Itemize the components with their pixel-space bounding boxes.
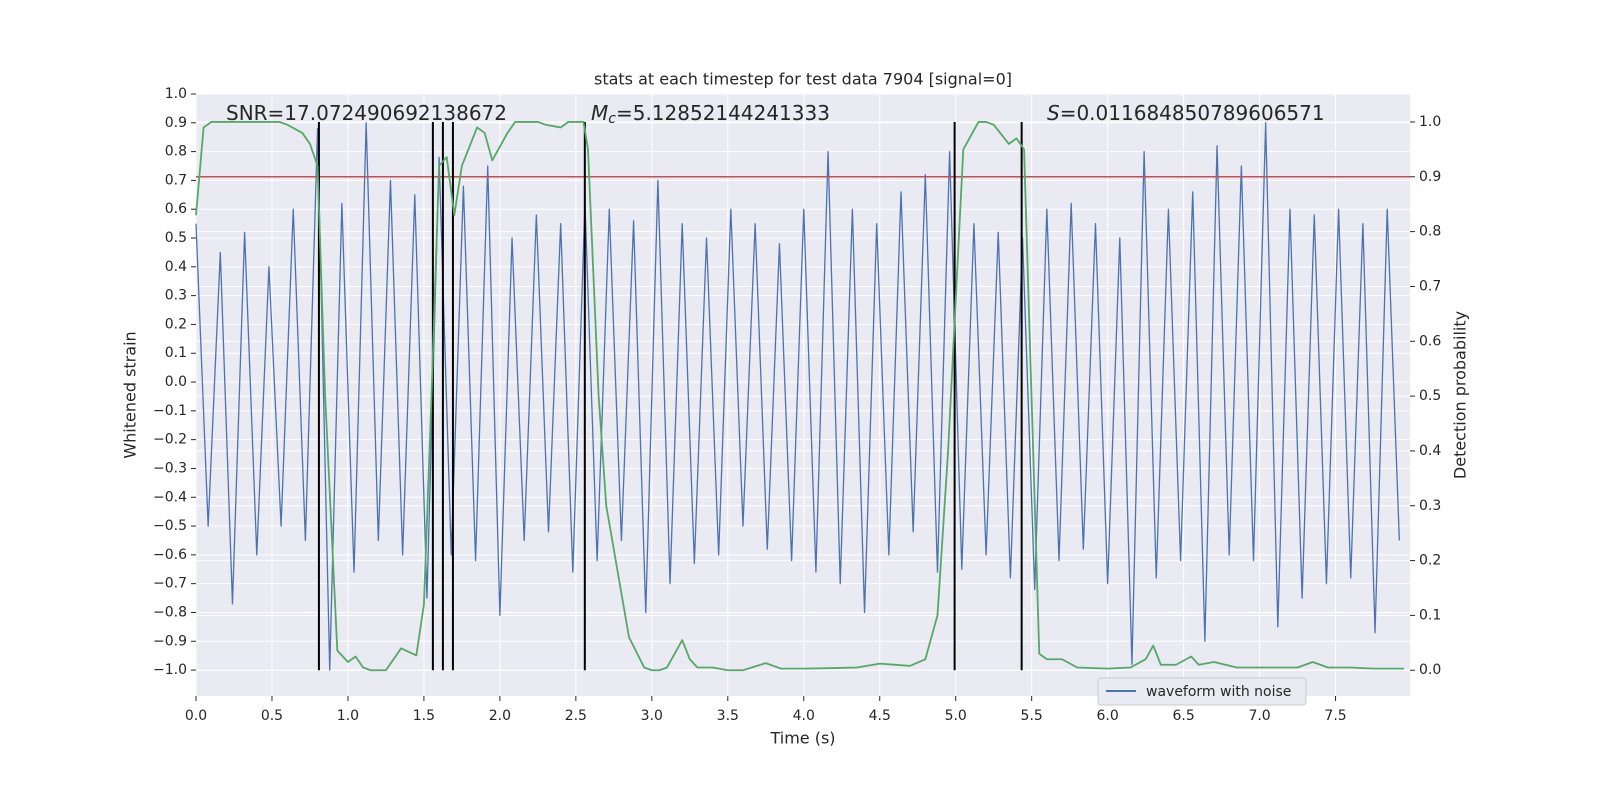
x-tick-label: 5.5	[1021, 708, 1043, 724]
annotation: Mc=5.12852144241333	[591, 101, 830, 128]
y2-tick-label: 0.4	[1419, 443, 1441, 459]
y-tick-label: −0.6	[153, 547, 187, 563]
x-tick-label: 4.5	[869, 708, 891, 724]
x-tick-label: 0.5	[261, 708, 283, 724]
marks	[195, 121, 1410, 672]
y-tick-label: −0.3	[153, 460, 187, 476]
y2-tick-label: 0.6	[1419, 333, 1441, 349]
annotation: S=0.011684850789606571	[1047, 101, 1325, 125]
y-tick-label: 0.0	[165, 374, 187, 390]
x-tick-label: 6.0	[1097, 708, 1119, 724]
annotation-text: =0.011684850789606571	[1060, 101, 1325, 125]
annotation-symbol: M	[591, 101, 608, 125]
y-tick-label: −0.5	[153, 518, 187, 534]
y-tick-label: 0.9	[165, 115, 187, 131]
legend-label: waveform with noise	[1146, 684, 1291, 700]
x-tick-label: 4.0	[793, 708, 815, 724]
x-tick-label: 2.5	[565, 708, 587, 724]
y2-tick-label: 0.8	[1419, 224, 1441, 240]
y-tick-label: 0.1	[165, 345, 187, 361]
annotation-symbol: S	[1047, 101, 1060, 125]
y2-tick-label: 0.2	[1419, 553, 1441, 569]
y-tick-label: 0.8	[165, 144, 187, 160]
x-tick-label: 5.0	[945, 708, 967, 724]
y-tick-label: −0.1	[153, 403, 187, 419]
y-tick-label: 1.0	[165, 86, 187, 102]
y-axis-label: Whitened strain	[121, 331, 140, 458]
y2-tick-label: 0.5	[1419, 388, 1441, 404]
y2-tick-label: 0.3	[1419, 498, 1441, 514]
annotation-text: SNR=17.072490692138672	[226, 101, 507, 125]
labels: 0.0 0.5 1.0 1.5 2.0 2.5 3.0 3.5 4.0 4.5 5.0 5.5 6.0 6…	[153, 86, 1441, 724]
y-tick-label: −0.7	[153, 576, 187, 592]
chart-title: stats at each timestep for test data 790…	[594, 70, 1012, 89]
series-line	[195, 122, 1401, 671]
y-tick-label: 0.5	[165, 230, 187, 246]
y-tick-label: −0.2	[153, 432, 187, 448]
x-tick-label: 0.0	[185, 708, 207, 724]
x-tick-label: 7.0	[1248, 708, 1270, 724]
y-tick-label: 0.2	[165, 316, 187, 332]
legend: waveform with noise	[1097, 677, 1307, 706]
y-tick-label: 0.6	[165, 201, 187, 217]
y2-tick-label: 0.9	[1419, 169, 1441, 185]
x-tick-label: 7.5	[1324, 708, 1346, 724]
x-tick-label: 3.5	[717, 708, 739, 724]
y-tick-label: −0.9	[153, 633, 187, 649]
y-tick-label: 0.4	[165, 259, 187, 275]
annotation: SNR=17.072490692138672	[226, 101, 507, 125]
y-tick-label: −0.8	[153, 604, 187, 620]
annotation-subscript: c	[608, 111, 616, 127]
y-tick-label: −0.4	[153, 489, 187, 505]
y-tick-label: 0.3	[165, 288, 187, 304]
y2-tick-label: 0.1	[1419, 607, 1441, 623]
series-line	[195, 121, 1404, 672]
x-tick-label: 3.0	[641, 708, 663, 724]
x-axis-label: Time (s)	[769, 729, 835, 748]
y2-tick-label: 0.7	[1419, 278, 1441, 294]
x-tick-label: 2.0	[489, 708, 511, 724]
x-tick-label: 1.0	[337, 708, 359, 724]
legend-box	[1097, 677, 1307, 706]
x-tick-label: 1.5	[413, 708, 435, 724]
y-tick-label: −1.0	[153, 662, 187, 678]
y2-tick-label: 1.0	[1419, 114, 1441, 130]
annotation-text: =5.12852144241333	[616, 101, 830, 125]
y2-tick-label: 0.0	[1419, 662, 1441, 678]
y2-axis-label: Detection probability	[1451, 311, 1470, 479]
y-tick-label: 0.7	[165, 172, 187, 188]
x-tick-label: 6.5	[1172, 708, 1194, 724]
plot-area	[196, 94, 1410, 696]
